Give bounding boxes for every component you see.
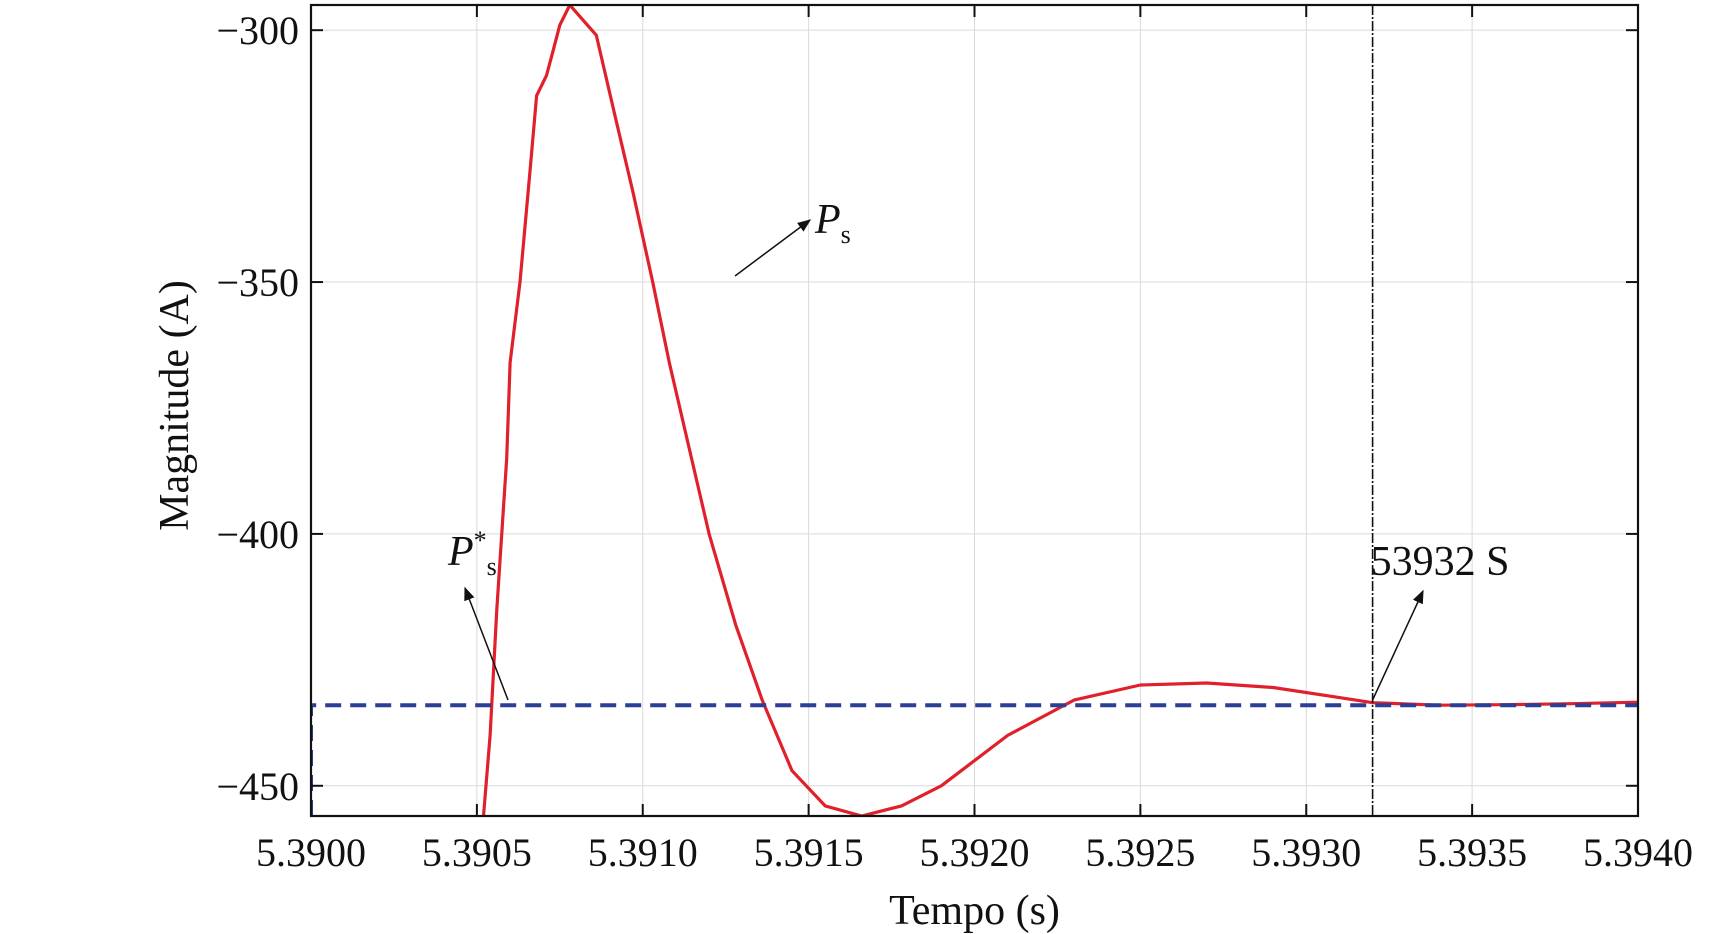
y-axis-title: Magnitude (A)	[152, 280, 198, 531]
series-layer	[311, 5, 1638, 816]
x-tick-label: 5.3905	[422, 830, 532, 875]
series-line-measured	[481, 5, 1638, 816]
x-tick-label: 5.3910	[588, 830, 698, 875]
annotation-ps-label: Ps	[814, 197, 851, 249]
x-tick-label: 5.3900	[256, 830, 366, 875]
annotation-ps-sub: s	[841, 220, 851, 249]
x-axis-title: Tempo (s)	[889, 888, 1060, 934]
x-tick-label: 5.3940	[1583, 830, 1693, 875]
y-tick-label: −300	[216, 8, 299, 53]
annotation-ps-main: P	[814, 197, 841, 243]
annotations: Ps P*s 53932 S	[447, 197, 1510, 701]
x-tick-label: 5.3920	[920, 830, 1030, 875]
annotation-marker-label: 53932 S	[1371, 539, 1510, 585]
y-tick-label: −350	[216, 260, 299, 305]
y-tick-label: −450	[216, 764, 299, 809]
annotation-psref-main: P	[447, 529, 474, 575]
x-tick-label: 5.3935	[1417, 830, 1527, 875]
axis-ticks	[310, 5, 1639, 816]
x-tick-label: 5.3925	[1085, 830, 1195, 875]
axis-tick-labels: 5.3900 5.3905 5.3910 5.3915 5.3920 5.3925 5.39…	[216, 8, 1693, 875]
y-tick-label: −400	[216, 512, 299, 557]
grid-lines	[310, 5, 1639, 816]
annotation-arrow-psref	[464, 586, 509, 701]
annotation-arrow-ps	[734, 219, 812, 277]
annotation-psref-sup: *	[474, 526, 487, 555]
x-tick-label: 5.3930	[1251, 830, 1361, 875]
annotation-arrow-marker	[1371, 589, 1424, 701]
annotation-psref-label: P*s	[447, 526, 497, 581]
annotation-psref-sub: s	[487, 552, 497, 581]
x-tick-label: 5.3915	[754, 830, 864, 875]
